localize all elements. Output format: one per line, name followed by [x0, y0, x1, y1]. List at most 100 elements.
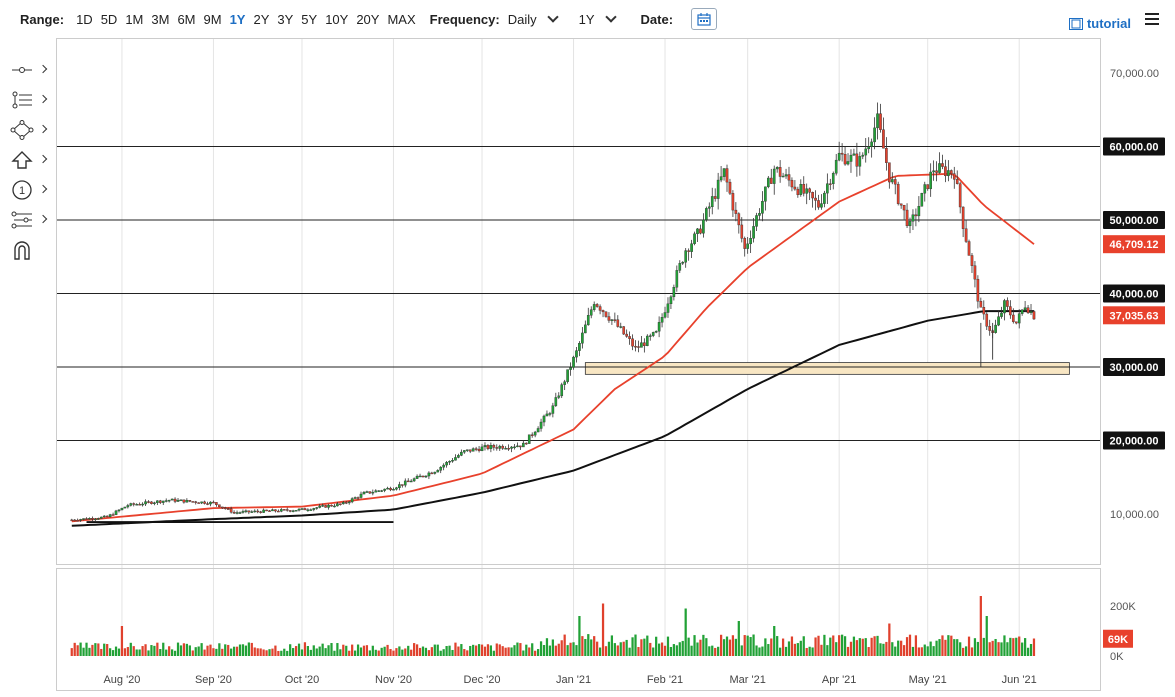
multi-line-tool[interactable]: [10, 85, 54, 115]
candle-body: [814, 197, 817, 201]
candle-body: [681, 261, 685, 264]
hamburger-menu-icon[interactable]: [1145, 13, 1159, 27]
range-button-2y[interactable]: 2Y: [253, 11, 270, 27]
candle-body: [846, 161, 850, 165]
candle-body: [76, 520, 79, 522]
tutorial-link[interactable]: tutorial: [1068, 16, 1131, 31]
range-button-1m[interactable]: 1M: [125, 11, 144, 27]
range-button-6m[interactable]: 6M: [177, 11, 196, 27]
volume-bar: [516, 642, 519, 656]
x-tick-label: Feb '21: [647, 674, 683, 686]
candle-body: [235, 512, 239, 514]
multi-line-icon: [12, 91, 32, 109]
volume-bar: [377, 650, 380, 656]
volume-bar: [832, 635, 835, 656]
volume-bar: [773, 626, 776, 656]
volume-bar: [619, 642, 622, 656]
volume-bar: [908, 634, 912, 656]
range-button-3y[interactable]: 3Y: [277, 11, 294, 27]
range-button-1y[interactable]: 1Y: [229, 11, 246, 27]
period-dropdown[interactable]: 1Y: [579, 11, 617, 27]
volume-bar: [200, 643, 203, 656]
level-label: 30,000.00: [1110, 362, 1159, 374]
level-label: 60,000.00: [1110, 142, 1159, 154]
range-button-20y[interactable]: 20Y: [356, 11, 380, 27]
candle-body: [483, 445, 487, 448]
candle-body: [817, 200, 820, 208]
range-button-max[interactable]: MAX: [387, 11, 416, 27]
frequency-dropdown[interactable]: Daily: [508, 11, 559, 27]
candle-body: [634, 345, 637, 348]
candle-body: [979, 300, 983, 308]
candle-body: [457, 455, 460, 458]
candle-body: [82, 518, 85, 520]
volume-bar: [362, 645, 366, 656]
candle-body: [330, 504, 333, 507]
grid: [56, 38, 1101, 691]
candle-body: [315, 507, 319, 509]
candle-body: [849, 154, 853, 162]
calendar-button[interactable]: [691, 8, 718, 30]
volume-bar: [460, 644, 463, 656]
volume-bar: [657, 643, 661, 656]
volume-bar: [469, 645, 472, 656]
volume-bar: [472, 644, 475, 656]
price-pane-frame: [56, 38, 1101, 565]
candle-body: [108, 514, 112, 518]
range-button-1d[interactable]: 1D: [76, 11, 93, 27]
candle-body: [158, 500, 162, 503]
candle-body: [675, 270, 679, 288]
volume-bar: [283, 648, 286, 656]
arrow-tool[interactable]: [10, 145, 54, 175]
volume-bar: [900, 640, 903, 656]
range-button-9m[interactable]: 9M: [203, 11, 222, 27]
candle-body: [826, 183, 829, 194]
crosshair-tool[interactable]: [10, 55, 54, 85]
volume-bar: [740, 645, 743, 656]
volume-bar: [849, 641, 853, 656]
candle-body: [784, 174, 788, 177]
range-button-3m[interactable]: 3M: [151, 11, 170, 27]
volume-bar: [238, 644, 242, 656]
pattern-tool[interactable]: [10, 115, 54, 145]
magnet-tool[interactable]: [10, 235, 54, 265]
range-button-5y[interactable]: 5Y: [301, 11, 318, 27]
candle-body: [926, 184, 930, 190]
volume-bar: [991, 640, 994, 656]
ma-long-line: [71, 310, 1034, 527]
volume-bar: [147, 650, 150, 656]
price-chart[interactable]: Aug '20 Sep '20 Oct '20 Nov '20 Dec '20 Jan '…: [0, 38, 1175, 697]
ma-short-series: [71, 172, 1035, 523]
volume-bar: [994, 638, 997, 656]
candle-body: [424, 475, 428, 478]
volume-bar: [351, 644, 354, 656]
candle-body: [1003, 300, 1006, 314]
volume-bar: [970, 647, 974, 656]
volume-bar: [82, 647, 85, 656]
candle-body: [592, 304, 596, 310]
ma-long-series: [71, 310, 1034, 527]
volume-bar: [752, 634, 755, 656]
candle-body: [802, 184, 806, 194]
candle-body: [156, 500, 159, 503]
counter-tool[interactable]: 1: [10, 175, 54, 205]
volume-bar: [693, 635, 696, 656]
candle-body: [660, 317, 664, 323]
volume-bar: [359, 647, 363, 656]
volume-bar: [277, 650, 280, 656]
fib-tool[interactable]: [10, 205, 54, 235]
volume-bar: [206, 645, 209, 656]
volume-bar: [345, 645, 348, 656]
volume-bar: [442, 649, 445, 656]
volume-bar: [492, 650, 495, 656]
volume-bar: [655, 636, 658, 656]
range-button-5d[interactable]: 5D: [100, 11, 118, 27]
candle-body: [584, 324, 587, 334]
volume-bar: [525, 644, 528, 656]
candle-body: [303, 508, 307, 511]
candle-body: [737, 213, 741, 226]
candle-body: [99, 516, 103, 519]
volume-bar: [551, 639, 554, 656]
range-button-10y[interactable]: 10Y: [325, 11, 349, 27]
volume-bar: [979, 596, 982, 656]
